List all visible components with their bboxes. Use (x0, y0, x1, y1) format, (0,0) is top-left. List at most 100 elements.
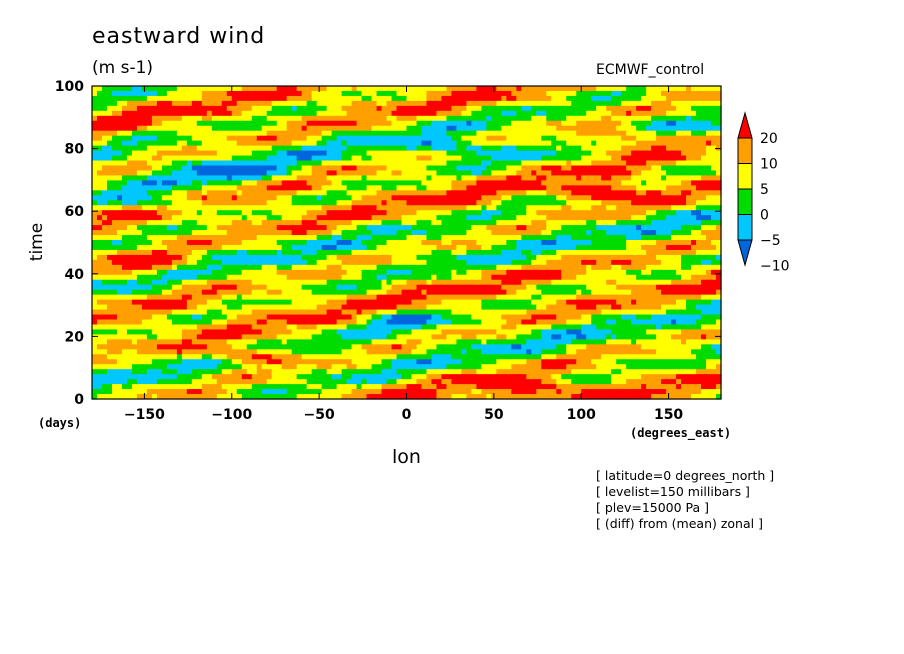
heatmap-cell (201, 225, 208, 231)
heatmap-cell (241, 95, 248, 102)
heatmap-cell (691, 150, 697, 157)
heatmap-cell (411, 110, 418, 117)
heatmap-cell (416, 86, 423, 92)
heatmap-cell (456, 130, 463, 137)
heatmap-cell (141, 165, 148, 172)
heatmap-cell (191, 110, 198, 117)
heatmap-cell (216, 90, 223, 97)
heatmap-cell (511, 86, 517, 92)
heatmap-cell (371, 225, 378, 231)
heatmap-cell (241, 170, 248, 177)
heatmap-cell (716, 200, 722, 206)
heatmap-cell (476, 180, 482, 186)
heatmap-cell (401, 100, 408, 107)
heatmap-cell (166, 190, 173, 196)
heatmap-cell (426, 195, 433, 201)
heatmap-cell (696, 95, 702, 102)
heatmap-cell (421, 130, 428, 137)
heatmap-cell (536, 264, 542, 271)
heatmap-cell (441, 165, 448, 172)
heatmap-cell (281, 100, 288, 107)
heatmap-cell (106, 244, 113, 251)
heatmap-cell (421, 195, 428, 201)
heatmap-cell (156, 279, 163, 286)
heatmap-cell (456, 135, 463, 142)
heatmap-cell (436, 185, 443, 191)
heatmap-cell (151, 259, 158, 266)
heatmap-cell (606, 220, 612, 226)
heatmap-cell (266, 244, 273, 251)
heatmap-cell (391, 155, 398, 162)
heatmap-cell (586, 200, 592, 206)
heatmap-cell (701, 215, 707, 221)
heatmap-cell (406, 155, 413, 162)
heatmap-cell (181, 130, 188, 137)
heatmap-cell (556, 249, 562, 256)
heatmap-cell (526, 274, 532, 281)
heatmap-cell (501, 170, 507, 177)
heatmap-cell (541, 200, 547, 206)
heatmap-cell (211, 190, 218, 196)
heatmap-cell (656, 215, 662, 221)
heatmap-cell (381, 264, 388, 271)
heatmap-cell (176, 254, 183, 261)
heatmap-cell (666, 110, 672, 117)
heatmap-cell (606, 244, 612, 251)
heatmap-cell (336, 240, 343, 246)
heatmap-cell (606, 90, 612, 97)
heatmap-cell (501, 235, 507, 241)
heatmap-cell (161, 190, 168, 196)
heatmap-cell (546, 130, 552, 137)
heatmap-cell (136, 155, 143, 162)
heatmap-cell (96, 215, 103, 221)
heatmap-cell (316, 264, 323, 271)
heatmap-cell (151, 170, 158, 177)
heatmap-cell (181, 140, 188, 147)
heatmap-cell (146, 279, 153, 286)
heatmap-cell (246, 210, 253, 216)
heatmap-cell (311, 175, 318, 181)
heatmap-cell (636, 185, 642, 191)
heatmap-cell (471, 100, 477, 107)
heatmap-cell (476, 135, 482, 142)
heatmap-cell (166, 215, 173, 221)
heatmap-cell (171, 140, 178, 147)
heatmap-cell (136, 190, 143, 196)
heatmap-cell (366, 220, 373, 226)
heatmap-cell (586, 274, 592, 281)
heatmap-cell (661, 150, 667, 157)
heatmap-cell (191, 190, 198, 196)
heatmap-cell (211, 259, 218, 266)
heatmap-cell (411, 205, 418, 211)
heatmap-cell (616, 215, 622, 221)
heatmap-cell (306, 205, 313, 211)
heatmap-cell (506, 130, 512, 137)
heatmap-cell (561, 95, 567, 102)
heatmap-cell (181, 95, 188, 102)
heatmap-cell (306, 95, 313, 102)
heatmap-cell (371, 210, 378, 216)
heatmap-cell (571, 235, 577, 241)
heatmap-cell (246, 185, 253, 191)
heatmap-cell (436, 120, 443, 127)
heatmap-cell (651, 140, 657, 147)
heatmap-cell (181, 155, 188, 162)
heatmap-cell (161, 90, 168, 97)
heatmap-cell (121, 180, 128, 186)
heatmap-cell (661, 259, 667, 266)
heatmap-cell (451, 225, 458, 231)
heatmap-cell (361, 160, 368, 167)
heatmap-cell (526, 205, 532, 211)
heatmap-cell (146, 180, 153, 186)
heatmap-cell (136, 115, 143, 122)
heatmap-cell (661, 165, 667, 172)
heatmap-cell (441, 225, 448, 231)
heatmap-cell (216, 100, 223, 107)
heatmap-cell (431, 264, 438, 271)
heatmap-cell (96, 279, 103, 286)
heatmap-cell (551, 180, 557, 186)
heatmap-cell (696, 100, 702, 107)
heatmap-cell (701, 259, 707, 266)
heatmap-cell (676, 170, 682, 177)
heatmap-cell (201, 140, 208, 147)
